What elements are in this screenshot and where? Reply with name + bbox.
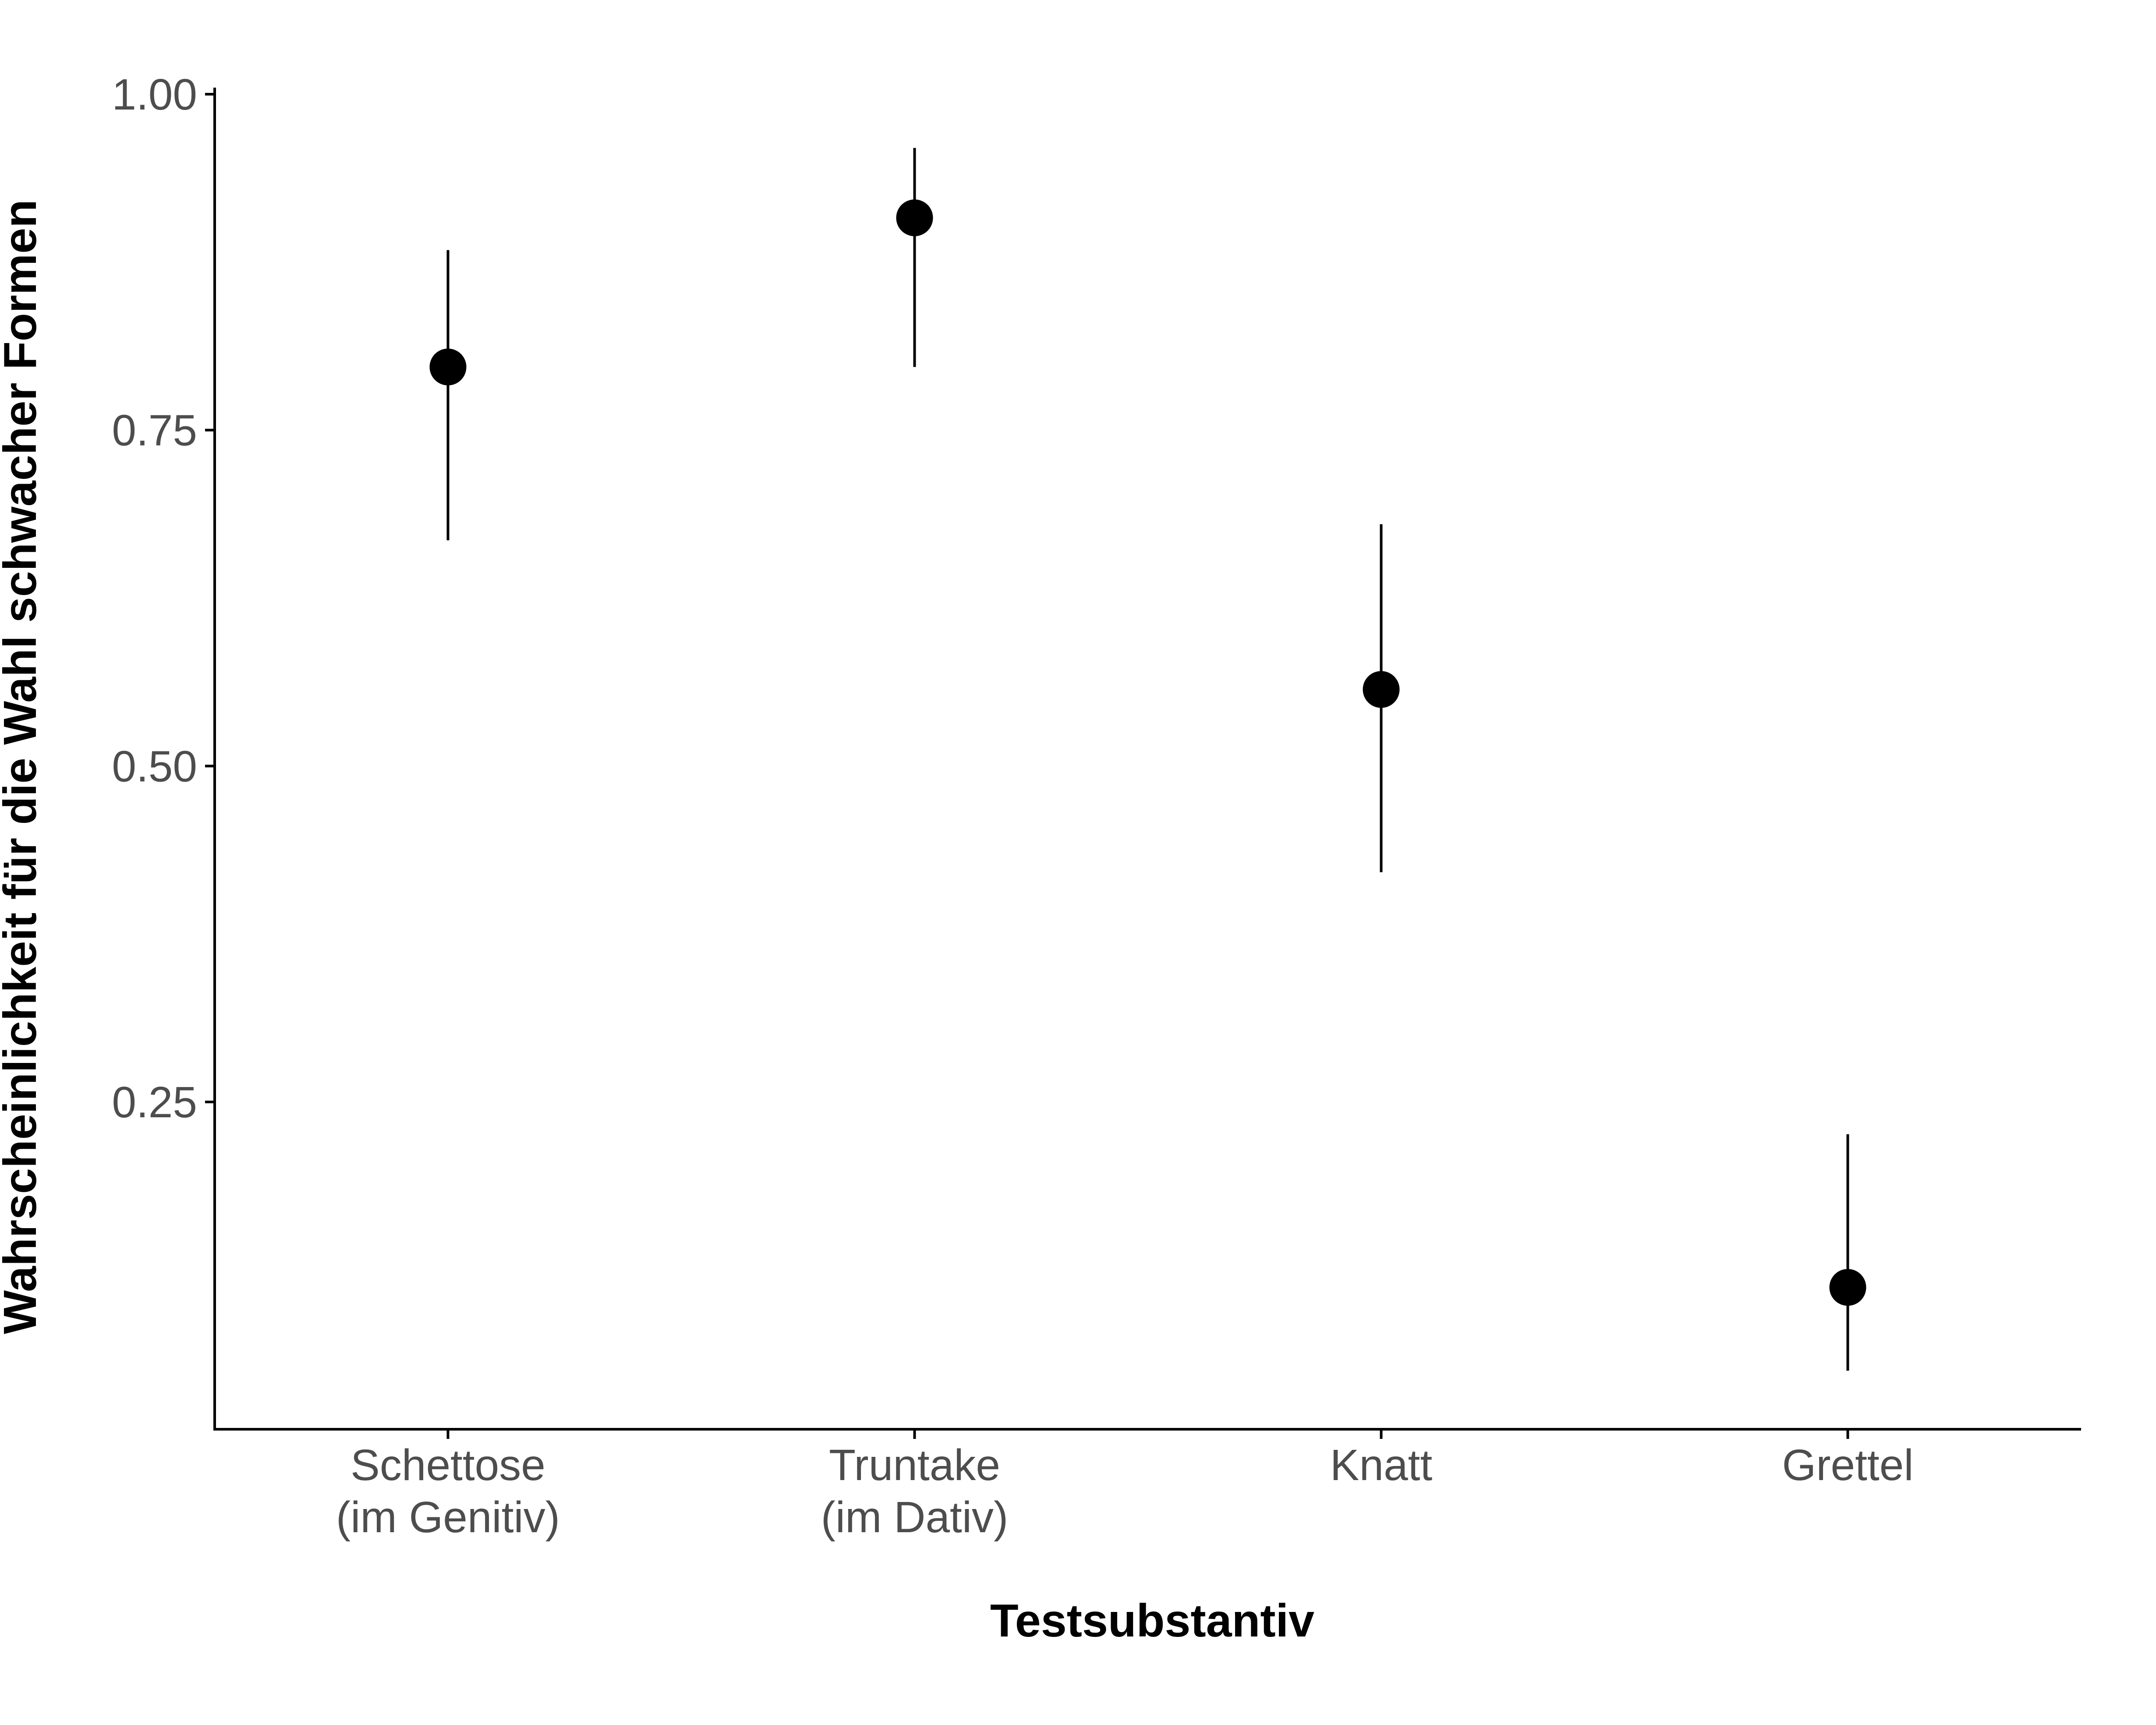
x-tick-label: Schettose <box>350 1441 545 1490</box>
y-tick-label: 1.00 <box>112 70 197 119</box>
data-point <box>896 199 933 237</box>
axes <box>213 88 2081 1431</box>
y-tick-label: 0.75 <box>112 406 197 455</box>
x-axis-ticks: Schettose(im Genitiv) Truntake(im Dativ) K… <box>336 1429 1914 1542</box>
data-point <box>429 348 467 386</box>
x-tick-label-sub: (im Genitiv) <box>336 1493 560 1542</box>
y-tick-label: 0.25 <box>112 1078 197 1127</box>
y-axis-title: Wahrscheinlichkeit für die Wahl schwache… <box>0 199 46 1334</box>
x-tick-label: Grettel <box>1782 1441 1913 1490</box>
data-point <box>1363 671 1400 708</box>
data-marks <box>429 148 1866 1371</box>
x-tick-label: Truntake <box>829 1441 1000 1490</box>
y-tick-label: 0.50 <box>112 742 197 791</box>
x-axis-title: Testsubstantiv <box>990 1595 1314 1647</box>
data-point <box>1829 1269 1866 1306</box>
x-tick-label-sub: (im Dativ) <box>821 1493 1009 1542</box>
y-axis-ticks: 0.25 0.50 0.75 1.00 <box>112 70 215 1127</box>
x-tick-label: Knatt <box>1330 1441 1433 1490</box>
